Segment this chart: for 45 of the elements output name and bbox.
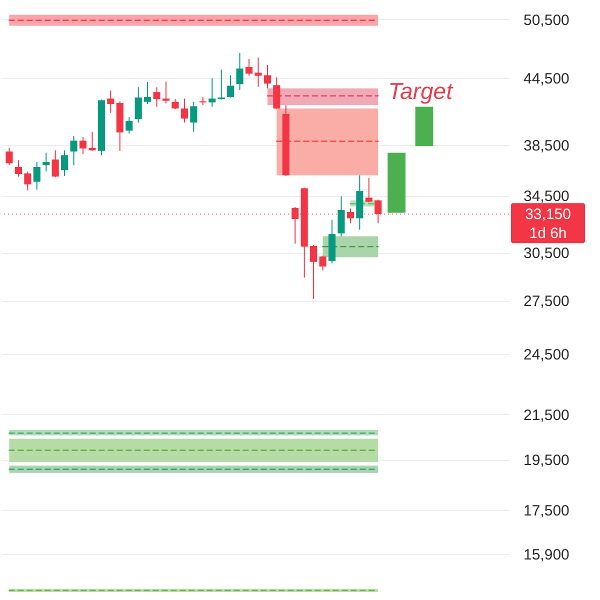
candlestick	[162, 80, 170, 104]
ref-line-label: 33,150	[525, 206, 571, 224]
y-tick-label: 21,500	[524, 406, 570, 424]
candlestick	[236, 52, 244, 90]
candlestick	[144, 82, 152, 105]
candlestick	[153, 86, 160, 108]
candlestick	[180, 98, 188, 124]
annotation: Target	[388, 78, 454, 104]
candlestick	[365, 177, 372, 203]
candlestick	[52, 150, 59, 178]
candlestick	[319, 255, 326, 271]
y-tick-label: 19,500	[524, 452, 570, 470]
candlestick	[273, 76, 280, 110]
candlestick	[88, 131, 96, 152]
y-tick-label: 44,500	[524, 70, 570, 88]
candlestick	[107, 90, 114, 114]
candlestick	[14, 160, 22, 178]
candlestick	[338, 196, 345, 237]
y-tick-label: 15,900	[524, 546, 570, 564]
candlestick	[79, 136, 87, 154]
y-tick-label: 50,500	[524, 12, 570, 29]
candlestick	[172, 98, 179, 110]
y-tick-label: 24,500	[524, 346, 570, 364]
candlestick	[24, 170, 32, 191]
y-tick-label: 38,500	[524, 137, 570, 154]
candlestick	[33, 162, 40, 190]
candlestick	[208, 78, 216, 108]
y-tick-label: 27,500	[524, 293, 570, 310]
candlestick	[6, 147, 13, 166]
text: 1d 6h	[529, 225, 567, 242]
y-tick-label: 34,500	[524, 188, 570, 206]
y-tick-label: 30,500	[524, 245, 570, 262]
candlestick	[310, 244, 318, 300]
candlestick	[227, 74, 234, 98]
candlestick	[126, 116, 133, 134]
candlestick	[61, 150, 68, 176]
candlestick	[245, 58, 253, 76]
candlestick	[254, 56, 262, 88]
candlestick	[190, 101, 198, 132]
candlestick	[42, 152, 50, 172]
candlestick	[264, 64, 271, 89]
candlestick	[134, 86, 142, 124]
y-tick-label: 17,500	[524, 502, 570, 520]
candlestick	[70, 135, 78, 166]
candlestick	[218, 69, 225, 100]
